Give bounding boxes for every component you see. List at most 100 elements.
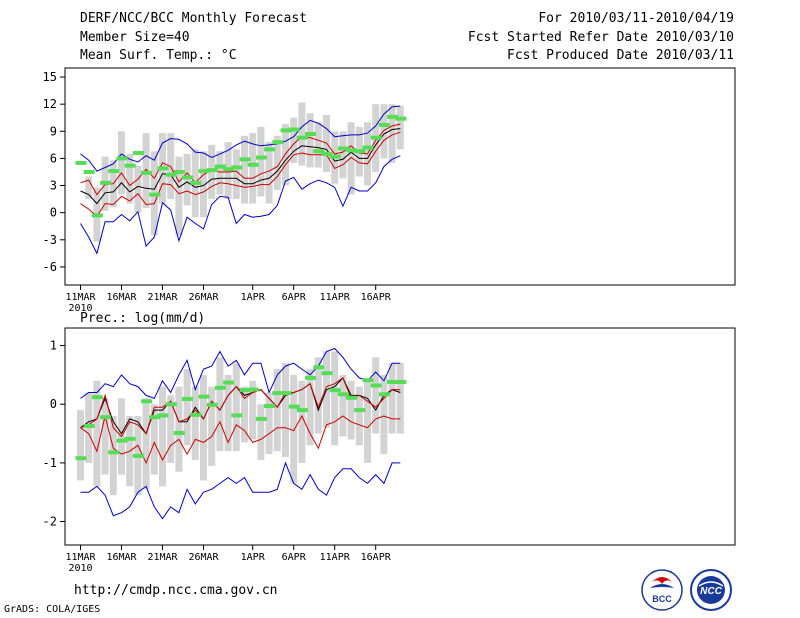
bcc-logo: BCC — [641, 569, 683, 611]
temperature-observed-marker — [280, 128, 292, 133]
precipitation-observed-marker — [296, 408, 308, 413]
precipitation-observed-marker — [75, 456, 87, 461]
precipitation-observed-marker — [313, 365, 325, 370]
precipitation-observed-marker — [214, 385, 226, 390]
precipitation-spread-box — [306, 369, 314, 446]
precipitation-observed-marker — [239, 388, 251, 393]
precipitation-spread-box — [364, 380, 371, 463]
temperature-observed-marker — [157, 166, 169, 171]
precipitation-observed-marker — [141, 399, 153, 404]
temperature-xtick-label: 16MAR — [106, 292, 137, 303]
temperature-spread-box — [216, 151, 224, 195]
precipitation-observed-marker — [247, 387, 259, 392]
precipitation-series-mean — [80, 377, 401, 438]
temperature-observed-marker — [337, 146, 349, 151]
temperature-observed-marker — [149, 192, 161, 197]
temperature-spread-box — [314, 122, 322, 168]
temperature-observed-marker — [264, 147, 276, 152]
precipitation-observed-marker — [223, 380, 235, 385]
forecast-period: For 2010/03/11-2010/04/19 — [538, 11, 734, 26]
precipitation-spread-box — [265, 392, 273, 455]
temperature-observed-marker — [354, 149, 366, 154]
precipitation-observed-marker — [91, 395, 103, 400]
temperature-xtick-label: 11MAR — [65, 292, 96, 303]
temperature-series-min — [80, 155, 401, 255]
temperature-ytick-label: 3 — [50, 179, 57, 193]
temperature-observed-marker — [296, 135, 308, 140]
variable-label: Mean Surf. Temp.: °C — [80, 48, 237, 63]
temperature-spread-box — [85, 176, 93, 200]
temperature-spread-box — [134, 165, 142, 213]
temperature-xtick-label: 6APR — [282, 292, 307, 303]
precipitation-observed-marker — [100, 415, 112, 420]
precipitation-ytick-label: 0 — [50, 397, 57, 411]
precipitation-observed-marker — [182, 396, 194, 401]
precipitation-observed-marker — [157, 413, 169, 418]
precipitation-observed-marker — [395, 379, 407, 384]
ncc-logo-text: NCC — [700, 586, 722, 597]
temperature-observed-marker — [370, 135, 382, 140]
precipitation-spread-box — [191, 386, 199, 460]
precipitation-plot-frame — [64, 327, 736, 546]
temperature-observed-marker — [198, 169, 210, 174]
precip-panel-title: Prec.: log(mm/d) — [80, 311, 205, 326]
precipitation-spread-box — [142, 398, 150, 490]
precipitation-xtick-label: 11MAR — [65, 552, 96, 563]
temperature-xtick-label: 26MAR — [188, 292, 219, 303]
temperature-ytick-label: 15 — [43, 70, 57, 84]
grads-credit: GrADS: COLA/IGES — [4, 604, 101, 615]
temperature-xtick-label: 16APR — [361, 292, 392, 303]
precipitation-spread-box — [175, 386, 183, 472]
precipitation-spread-box — [380, 374, 388, 455]
temperature-observed-marker — [255, 155, 267, 160]
precipitation-observed-marker — [288, 404, 300, 409]
precipitation-spread-box — [355, 386, 363, 446]
temperature-spread-box — [347, 122, 355, 195]
temperature-spread-box — [200, 151, 207, 218]
precipitation-spread-box — [159, 386, 166, 487]
precipitation-observed-marker — [116, 438, 128, 443]
temperature-spread-box — [306, 113, 314, 168]
temperature-spread-box — [126, 153, 134, 204]
temperature-ytick-label: -3 — [43, 233, 57, 247]
temperature-observed-marker — [141, 170, 153, 175]
ncc-logo: NCC — [690, 569, 732, 611]
temperature-observed-marker — [91, 213, 103, 218]
temperature-series-lower — [80, 131, 401, 218]
precipitation-xtick-label: 16APR — [361, 552, 392, 563]
temperature-observed-marker — [165, 172, 177, 177]
temperature-series-mean — [80, 128, 401, 205]
temperature-observed-marker — [313, 149, 325, 154]
precipitation-spread-box — [200, 374, 207, 481]
precipitation-observed-marker — [337, 392, 349, 397]
precipitation-spread-box — [241, 386, 248, 443]
precipitation-series-lower — [80, 414, 401, 465]
temperature-ytick-label: 12 — [43, 97, 57, 111]
precipitation-observed-marker — [362, 378, 374, 383]
temperature-spread-box — [396, 105, 404, 150]
precipitation-spread-box — [347, 380, 355, 440]
precipitation-spread-box — [109, 415, 117, 496]
precipitation-spread-box — [282, 363, 289, 458]
temperature-series-max — [80, 105, 401, 172]
temperature-spread-box — [249, 133, 257, 204]
temperature-xtick-label: 1APR — [241, 292, 266, 303]
precipitation-spread-box — [232, 363, 240, 452]
precipitation-xtick-year: 2010 — [68, 563, 92, 574]
precipitation-observed-marker — [149, 415, 161, 420]
member-size: Member Size=40 — [80, 30, 190, 45]
temperature-observed-marker — [214, 164, 226, 169]
temperature-spread-box — [298, 102, 306, 166]
temperature-spread-box — [241, 135, 248, 204]
precipitation-observed-marker — [132, 453, 144, 458]
precipitation-observed-marker — [354, 408, 366, 413]
temperature-ytick-label: 9 — [50, 124, 57, 138]
precipitation-spread-box — [298, 380, 306, 463]
precipitation-spread-box — [167, 395, 175, 463]
source-url[interactable]: http://cmdp.ncc.cma.gov.cn — [74, 583, 278, 598]
precipitation-spread-box — [93, 380, 101, 487]
precipitation-spread-box — [150, 404, 158, 475]
precipitation-xtick-label: 21MAR — [147, 552, 178, 563]
precipitation-series-min — [80, 461, 401, 520]
temperature-observed-marker — [231, 165, 243, 170]
